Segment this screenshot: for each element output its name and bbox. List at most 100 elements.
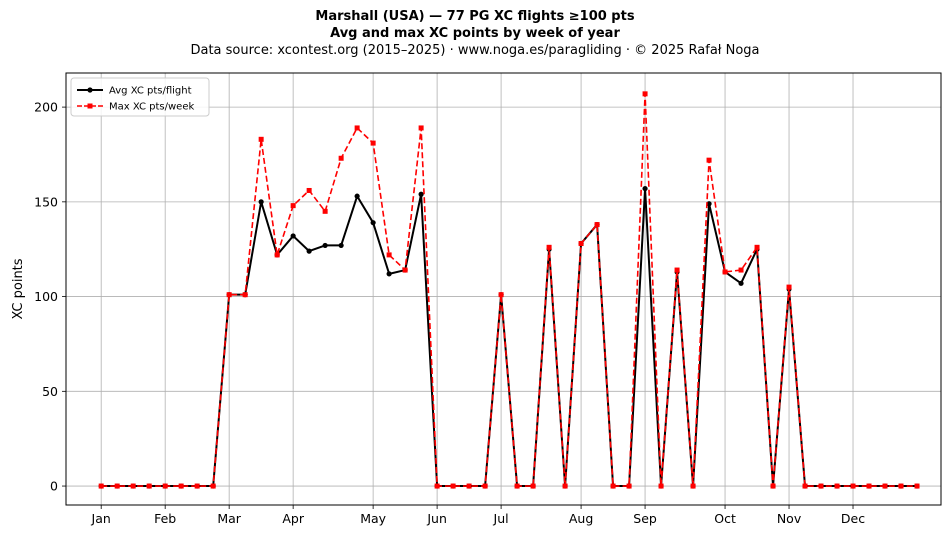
data-point	[338, 155, 344, 161]
data-point	[882, 483, 888, 489]
data-point	[738, 280, 744, 286]
data-point	[466, 483, 472, 489]
data-point	[146, 483, 152, 489]
data-point	[546, 244, 552, 250]
data-point	[258, 199, 264, 205]
legend-box	[70, 77, 210, 117]
data-point	[578, 241, 584, 247]
series-line	[101, 187, 918, 488]
data-point	[370, 140, 376, 146]
data-point	[386, 271, 392, 277]
data-point	[802, 483, 808, 489]
data-point	[834, 483, 840, 489]
series-line	[101, 93, 918, 487]
chart-title-block: Marshall (USA) — 77 PG XC flights ≥100 p…	[0, 8, 950, 59]
data-point	[274, 252, 280, 258]
series-layer	[98, 91, 920, 489]
data-point	[434, 483, 440, 489]
data-point	[242, 292, 248, 298]
x-axis-ticks: Jan Feb Mar Apr May Jun Jul Aug Sep Oct Nov Dec	[91, 505, 865, 526]
plot-frame	[65, 72, 942, 506]
x-tick-label: Dec	[841, 511, 865, 526]
data-point	[338, 242, 344, 249]
chart-source-note: Data source: xcontest.org (2015–2025) · …	[190, 43, 760, 58]
data-point	[162, 483, 168, 489]
data-point	[402, 267, 408, 273]
x-tick-label: Apr	[282, 511, 304, 526]
data-point	[306, 248, 312, 254]
x-tick-label: Sep	[633, 511, 657, 526]
legend: Avg XC pts/flight Max XC pts/week	[70, 77, 210, 117]
data-point	[322, 208, 328, 214]
legend-label: Avg XC pts/flight	[109, 86, 192, 97]
data-point	[306, 187, 312, 193]
data-point	[898, 483, 904, 489]
x-tick-label: Mar	[217, 511, 241, 526]
x-tick-label: Jan	[91, 511, 111, 526]
data-point	[818, 483, 824, 489]
data-point	[914, 483, 920, 489]
data-point	[642, 185, 648, 192]
x-tick-label: Nov	[777, 511, 802, 526]
y-axis-label: XC points	[11, 258, 26, 319]
data-point	[418, 125, 424, 131]
data-point	[690, 483, 696, 489]
data-point	[418, 191, 424, 197]
data-point	[642, 91, 648, 97]
data-point	[210, 483, 216, 489]
data-point	[610, 483, 616, 489]
x-tick-label: Aug	[569, 511, 593, 526]
x-tick-label: Jun	[426, 511, 447, 526]
data-point	[498, 292, 504, 298]
data-point	[178, 483, 184, 489]
data-point	[530, 483, 536, 489]
data-point	[114, 483, 120, 489]
data-point	[450, 483, 456, 489]
data-point	[562, 483, 568, 489]
data-point	[770, 483, 776, 489]
y-tick-label: 50	[42, 384, 58, 399]
y-tick-label: 200	[34, 100, 58, 115]
y-tick-label: 150	[34, 194, 58, 209]
data-point	[706, 157, 712, 163]
data-point	[786, 284, 792, 290]
x-tick-label: Oct	[714, 511, 736, 526]
data-point	[194, 483, 200, 489]
data-point	[354, 193, 360, 199]
data-point	[290, 233, 296, 239]
y-axis-ticks: 0 50 100 150 200	[34, 100, 66, 494]
data-point	[626, 483, 632, 489]
data-point	[850, 483, 856, 489]
data-point	[738, 267, 744, 273]
data-point	[370, 220, 376, 226]
grid	[66, 73, 941, 505]
data-point	[482, 483, 488, 489]
data-point	[514, 483, 520, 489]
legend-label: Max XC pts/week	[109, 102, 194, 113]
data-point	[226, 292, 232, 298]
data-point	[674, 267, 680, 273]
data-point	[290, 203, 296, 209]
data-point	[722, 269, 728, 275]
chart-title: Marshall (USA) — 77 PG XC flights ≥100 p…	[315, 9, 635, 24]
chart-subtitle: Avg and max XC points by week of year	[330, 26, 620, 41]
y-tick-label: 100	[34, 289, 58, 304]
data-point	[754, 244, 760, 250]
y-tick-label: 0	[50, 479, 58, 494]
x-tick-label: Feb	[154, 511, 176, 526]
x-tick-label: May	[360, 511, 386, 526]
data-point	[130, 483, 136, 489]
legend-marker	[87, 87, 93, 93]
data-point	[866, 483, 872, 489]
series-avg-xc-pts	[98, 185, 920, 489]
data-point	[258, 136, 264, 142]
data-point	[658, 483, 664, 489]
data-point	[354, 125, 360, 131]
data-point	[322, 242, 328, 249]
data-point	[594, 222, 600, 228]
data-point	[98, 483, 104, 489]
series-max-xc-pts	[98, 91, 920, 489]
x-tick-label: Jul	[493, 511, 509, 526]
legend-marker	[87, 103, 93, 109]
